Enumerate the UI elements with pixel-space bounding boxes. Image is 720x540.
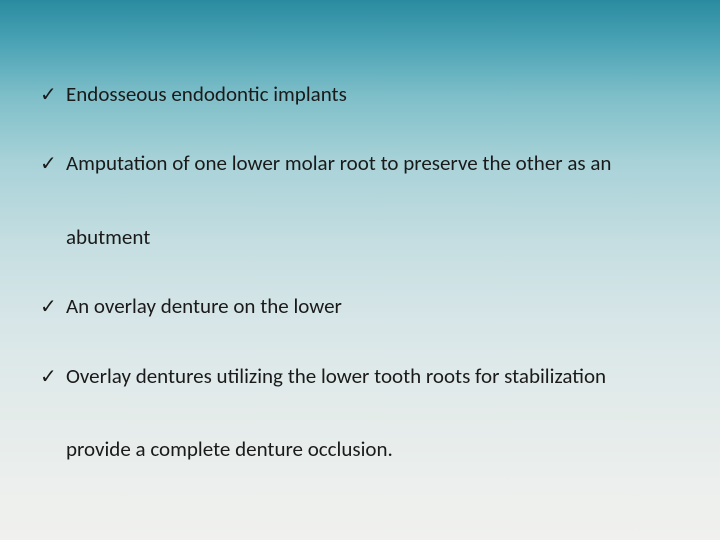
bullet-continuation: abutment — [40, 223, 680, 252]
list-item: ✓ Overlay dentures utilizing the lower t… — [40, 362, 680, 391]
bullet-text: Overlay dentures utilizing the lower too… — [66, 362, 680, 391]
bullet-text: Endosseous endodontic implants — [66, 80, 680, 109]
bullet-text: An overlay denture on the lower — [66, 292, 680, 321]
list-item: ✓ Amputation of one lower molar root to … — [40, 149, 680, 178]
slide-container: ✓ Endosseous endodontic implants ✓ Amput… — [0, 0, 720, 540]
list-item: ✓ Endosseous endodontic implants — [40, 80, 680, 109]
checkmark-icon: ✓ — [40, 362, 66, 391]
checkmark-icon: ✓ — [40, 149, 66, 178]
list-item: ✓ An overlay denture on the lower — [40, 292, 680, 321]
bullet-list: ✓ Endosseous endodontic implants ✓ Amput… — [40, 80, 680, 464]
bullet-text: Amputation of one lower molar root to pr… — [66, 149, 680, 178]
checkmark-icon: ✓ — [40, 292, 66, 321]
bullet-continuation: provide a complete denture occlusion. — [40, 435, 680, 464]
checkmark-icon: ✓ — [40, 80, 66, 109]
